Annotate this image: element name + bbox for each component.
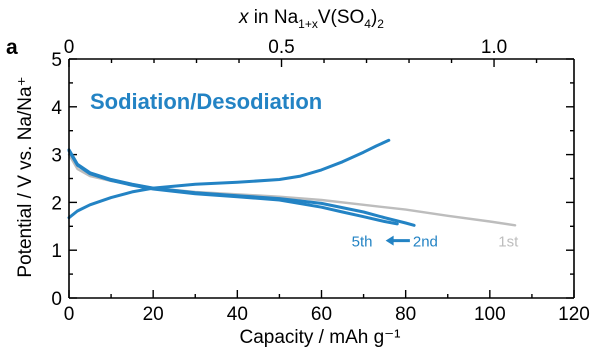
annotation-2nd: 2nd: [413, 234, 438, 251]
y-tick-label: 1: [51, 241, 62, 262]
x-tick-label: 120: [558, 304, 590, 325]
top-axis-tail: V(SO: [318, 7, 364, 28]
top-tick-label: 0.5: [268, 37, 294, 58]
y-axis-label: Potential / V vs. Na/Na⁺: [15, 76, 36, 277]
x-tick-label: 20: [143, 304, 164, 325]
series-line-charge: [67, 138, 391, 220]
x-tick-label: 100: [474, 304, 506, 325]
top-axis-sub3: 2: [377, 17, 384, 31]
y-tick-label: 4: [51, 98, 62, 119]
annotation-5th: 5th: [352, 234, 373, 251]
chart-title: Sodiation/Desodiation: [90, 89, 322, 114]
series-line-5th: [67, 149, 399, 226]
arrow-icon: [385, 235, 410, 246]
top-axis-mid: in Na: [249, 7, 299, 28]
series-group: [67, 138, 517, 227]
cycle-annotations: 5th 2nd 1st: [352, 234, 519, 251]
y-tick-label: 0: [51, 289, 62, 310]
series-line-2nd: [67, 148, 416, 227]
x-axis-label: Capacity / mAh g⁻¹: [239, 327, 400, 348]
top-axis-end: ): [371, 7, 377, 28]
top-tick-label: 0: [64, 37, 75, 58]
y-tick-label: 3: [51, 146, 62, 167]
y-tick-label: 5: [51, 50, 62, 71]
annotation-1st: 1st: [498, 234, 519, 251]
x-tick-label: 40: [227, 304, 248, 325]
top-axis-sub2: 4: [364, 17, 371, 31]
panel-label: a: [6, 36, 18, 59]
x-tick-label: 80: [395, 304, 416, 325]
y-tick-label: 2: [51, 193, 62, 214]
x-tick-label: 60: [311, 304, 332, 325]
top-axis-sub: 1+x: [298, 17, 318, 31]
top-tick-label: 1.0: [481, 37, 507, 58]
x-tick-label: 0: [64, 304, 75, 325]
top-axis-var: x: [238, 7, 250, 28]
top-axis-title: x in Na1+xV(SO4)2: [238, 7, 384, 31]
